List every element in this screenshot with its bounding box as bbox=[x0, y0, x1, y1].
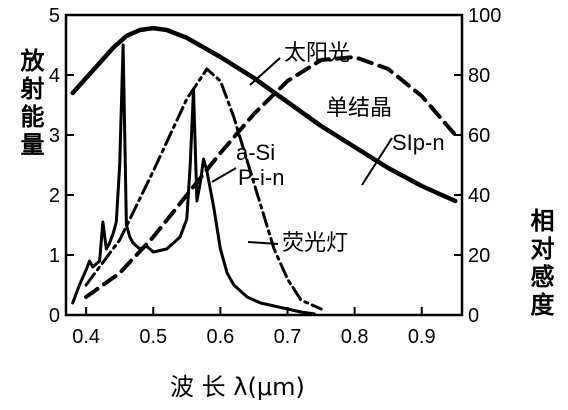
left-tick-label: 1 bbox=[49, 245, 60, 267]
leader-mono-si bbox=[361, 137, 393, 186]
annotation-mono-si: 单结晶 bbox=[326, 96, 392, 121]
right-axis-ticks: 0 20 40 60 80 100 bbox=[454, 5, 501, 327]
x-tick-label: 0.4 bbox=[72, 326, 100, 348]
right-axis-label: 相对感度 bbox=[526, 208, 554, 320]
series-asi bbox=[84, 67, 323, 311]
left-axis-ticks: 0 1 2 3 4 5 bbox=[49, 5, 74, 327]
left-tick-label: 3 bbox=[49, 125, 60, 147]
right-tick-label: 100 bbox=[468, 5, 501, 27]
left-tick-label: 5 bbox=[49, 5, 60, 27]
right-tick-label: 60 bbox=[468, 125, 490, 147]
left-tick-label: 2 bbox=[49, 185, 60, 207]
left-tick-label: 0 bbox=[49, 305, 60, 327]
annotation-sunlight: 太阳光 bbox=[284, 41, 350, 66]
x-tick-label: 0.8 bbox=[341, 326, 369, 348]
left-tick-label: 4 bbox=[49, 65, 60, 87]
right-tick-label: 0 bbox=[468, 305, 479, 327]
series-fluorescent bbox=[71, 43, 316, 316]
x-axis-ticks: 0.4 0.5 0.6 0.7 0.8 0.9 bbox=[72, 307, 436, 348]
x-tick-label: 0.7 bbox=[274, 326, 302, 348]
right-tick-label: 40 bbox=[468, 185, 490, 207]
annotation-fluorescent: 荧光灯 bbox=[282, 231, 348, 256]
series-layer bbox=[70, 25, 458, 316]
x-tick-label: 0.9 bbox=[408, 326, 436, 348]
x-tick-label: 0.5 bbox=[139, 326, 167, 348]
series-mono-si bbox=[84, 55, 458, 299]
plot-frame bbox=[64, 13, 464, 317]
annotation-asi-type: P-i-n bbox=[238, 165, 284, 190]
right-tick-label: 80 bbox=[468, 65, 490, 87]
leader-fluorescent bbox=[247, 241, 279, 245]
leader-asi bbox=[211, 167, 237, 183]
left-axis-label: 放射能量 bbox=[16, 47, 45, 160]
right-tick-label: 20 bbox=[468, 245, 490, 267]
annotation-asi: a-Si bbox=[236, 140, 275, 165]
x-axis-label: 波 长 λ(μm) bbox=[170, 373, 305, 401]
series-sunlight bbox=[70, 25, 458, 204]
x-tick-label: 0.6 bbox=[206, 326, 234, 348]
leader-sunlight bbox=[249, 57, 281, 86]
annotation-mono-si-type: SIp-n bbox=[392, 130, 445, 155]
